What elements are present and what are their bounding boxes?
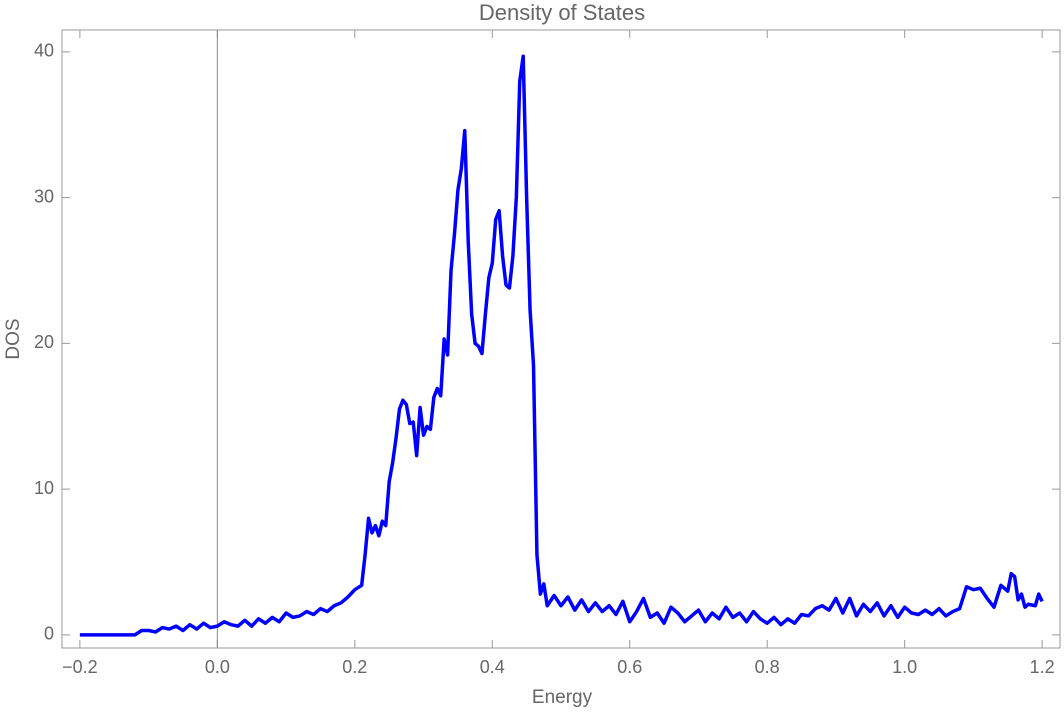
y-tick-label: 20	[34, 332, 54, 352]
x-tick-label: 1.2	[1030, 657, 1055, 677]
x-tick-label: 0.2	[342, 657, 367, 677]
plot-frame	[61, 29, 1061, 649]
x-tick-label: 0.0	[205, 657, 230, 677]
x-tick-label: 0.8	[755, 657, 780, 677]
x-tick-label: 0.4	[480, 657, 505, 677]
x-axis-label: Energy	[532, 687, 593, 708]
dos-line	[79, 54, 1044, 637]
x-tick-label: 1.0	[892, 657, 917, 677]
y-axis-label: DOS	[3, 318, 24, 359]
y-tick-label: 0	[44, 624, 54, 644]
y-tick-label: 40	[34, 41, 54, 61]
chart-title: Density of States	[479, 0, 645, 25]
x-tick-label: −0.2	[62, 657, 98, 677]
y-tick-label: 10	[34, 478, 54, 498]
x-tick-label: 0.6	[617, 657, 642, 677]
y-tick-label: 30	[34, 186, 54, 206]
